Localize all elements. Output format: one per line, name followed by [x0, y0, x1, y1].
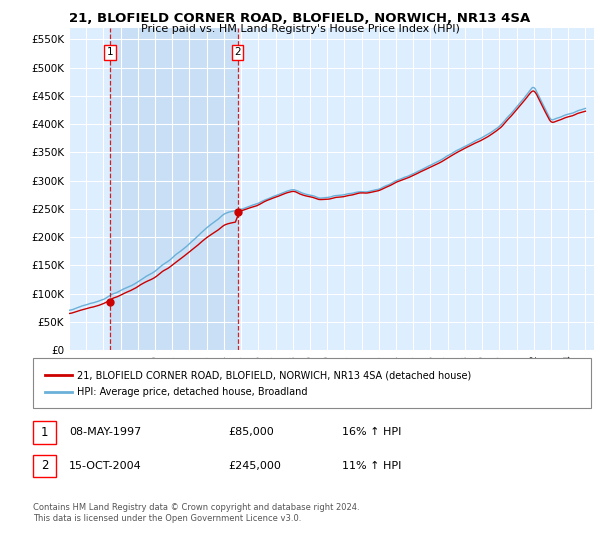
Bar	[110, 28, 238, 350]
Text: 11% ↑ HPI: 11% ↑ HPI	[342, 461, 401, 471]
Text: 16% ↑ HPI: 16% ↑ HPI	[342, 427, 401, 437]
Text: 2: 2	[234, 47, 241, 57]
Text: This data is licensed under the Open Government Licence v3.0.: This data is licensed under the Open Gov…	[33, 514, 301, 523]
Text: 08-MAY-1997: 08-MAY-1997	[69, 427, 141, 437]
Text: 15-OCT-2004: 15-OCT-2004	[69, 461, 142, 471]
Text: HPI: Average price, detached house, Broadland: HPI: Average price, detached house, Broa…	[77, 387, 307, 397]
Text: 2: 2	[41, 459, 48, 473]
Text: 1: 1	[106, 47, 113, 57]
Text: £85,000: £85,000	[228, 427, 274, 437]
Text: £245,000: £245,000	[228, 461, 281, 471]
Text: Contains HM Land Registry data © Crown copyright and database right 2024.: Contains HM Land Registry data © Crown c…	[33, 503, 359, 512]
Text: 21, BLOFIELD CORNER ROAD, BLOFIELD, NORWICH, NR13 4SA (detached house): 21, BLOFIELD CORNER ROAD, BLOFIELD, NORW…	[77, 370, 471, 380]
Text: 1: 1	[41, 426, 48, 439]
Text: 21, BLOFIELD CORNER ROAD, BLOFIELD, NORWICH, NR13 4SA: 21, BLOFIELD CORNER ROAD, BLOFIELD, NORW…	[70, 12, 530, 25]
Text: Price paid vs. HM Land Registry's House Price Index (HPI): Price paid vs. HM Land Registry's House …	[140, 24, 460, 34]
